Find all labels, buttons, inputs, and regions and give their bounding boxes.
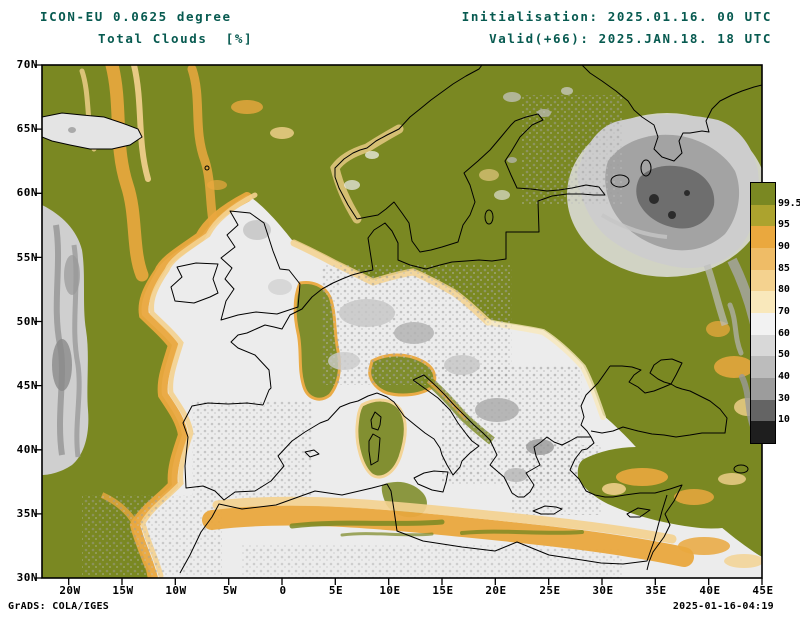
- model-title: ICON-EU 0.0625 degree: [40, 9, 232, 24]
- colorbar-label-80: 80: [778, 284, 790, 295]
- lon-label-5w: 5W: [222, 584, 238, 597]
- scattered-gray-clouds: [82, 220, 622, 578]
- lat-label-50n: 50N: [16, 315, 38, 328]
- colorbar-segment: [751, 334, 775, 357]
- lon-label-15e: 15E: [432, 584, 454, 597]
- lat-label-60n: 60N: [16, 186, 38, 199]
- orange-patch: [207, 180, 227, 190]
- init-time-label: Initialisation: 2025.01.16. 00 UTC: [461, 9, 772, 24]
- colorbar: [750, 182, 776, 444]
- lat-label-55n: 55N: [16, 251, 38, 264]
- lat-label-45n: 45N: [16, 379, 38, 392]
- lon-label-10e: 10E: [379, 584, 401, 597]
- lat-label-40n: 40N: [16, 443, 38, 456]
- lon-label-0: 0: [279, 584, 287, 597]
- colorbar-segment: [751, 183, 775, 205]
- colorbar-segment: [751, 421, 775, 444]
- variable-title: Total Clouds [%]: [98, 31, 254, 46]
- lat-label-70n: 70N: [16, 58, 38, 71]
- lon-label-10w: 10W: [165, 584, 187, 597]
- colorbar-segment: [751, 291, 775, 314]
- colorbar-label-60: 60: [778, 328, 790, 339]
- lat-label-35n: 35N: [16, 507, 38, 520]
- colorbar-label-30: 30: [778, 393, 790, 404]
- colorbar-segment: [751, 248, 775, 270]
- colorbar-label-95: 95: [778, 219, 790, 230]
- colorbar-segment: [751, 313, 775, 335]
- southeast-overcast-mass: [577, 447, 762, 529]
- lon-label-20e: 20E: [485, 584, 507, 597]
- east-edge-patches: [706, 302, 762, 436]
- lon-label-30e: 30E: [592, 584, 614, 597]
- colorbar-label-90: 90: [778, 241, 790, 252]
- lon-label-5e: 5E: [328, 584, 344, 597]
- coastlines: [170, 65, 762, 574]
- colorbar-segment: [751, 399, 775, 422]
- lon-label-45e: 45E: [752, 584, 774, 597]
- lat-label-65n: 65N: [16, 122, 38, 135]
- colorbar-segment: [751, 226, 775, 249]
- lat-label-30n: 30N: [16, 571, 38, 584]
- lon-label-25e: 25E: [539, 584, 561, 597]
- grads-credit: GrADS: COLA/IGES: [8, 601, 110, 612]
- orange-patch: [231, 100, 263, 114]
- colorbar-label-85: 85: [778, 263, 790, 274]
- creation-timestamp: 2025-01-16-04:19: [672, 601, 774, 612]
- cloud-cover-map: [35, 64, 763, 585]
- lon-label-40e: 40E: [699, 584, 721, 597]
- colorbar-label-99-5: 99.5: [778, 198, 800, 209]
- colorbar-label-70: 70: [778, 306, 790, 317]
- valid-time-label: Valid(+66): 2025.JAN.18. 18 UTC: [489, 31, 772, 46]
- colorbar-label-50: 50: [778, 349, 790, 360]
- cream-patch: [270, 127, 294, 139]
- gray-speck: [68, 127, 76, 133]
- colorbar-label-10: 10: [778, 414, 790, 425]
- west-edge-gray-clouds: [42, 205, 89, 475]
- colorbar-segment: [751, 378, 775, 400]
- axis-ticks: [35, 64, 763, 585]
- cream-patch: [724, 554, 762, 568]
- iceland-landmass: [42, 112, 143, 150]
- colorbar-segment: [751, 356, 775, 379]
- lon-label-20w: 20W: [59, 584, 81, 597]
- lon-label-15w: 15W: [112, 584, 134, 597]
- northeast-gray-mass: [503, 87, 762, 361]
- colorbar-segment: [751, 204, 775, 227]
- colorbar-segment: [751, 269, 775, 292]
- orange-patch: [678, 537, 730, 555]
- colorbar-label-40: 40: [778, 371, 790, 382]
- lon-label-35e: 35E: [645, 584, 667, 597]
